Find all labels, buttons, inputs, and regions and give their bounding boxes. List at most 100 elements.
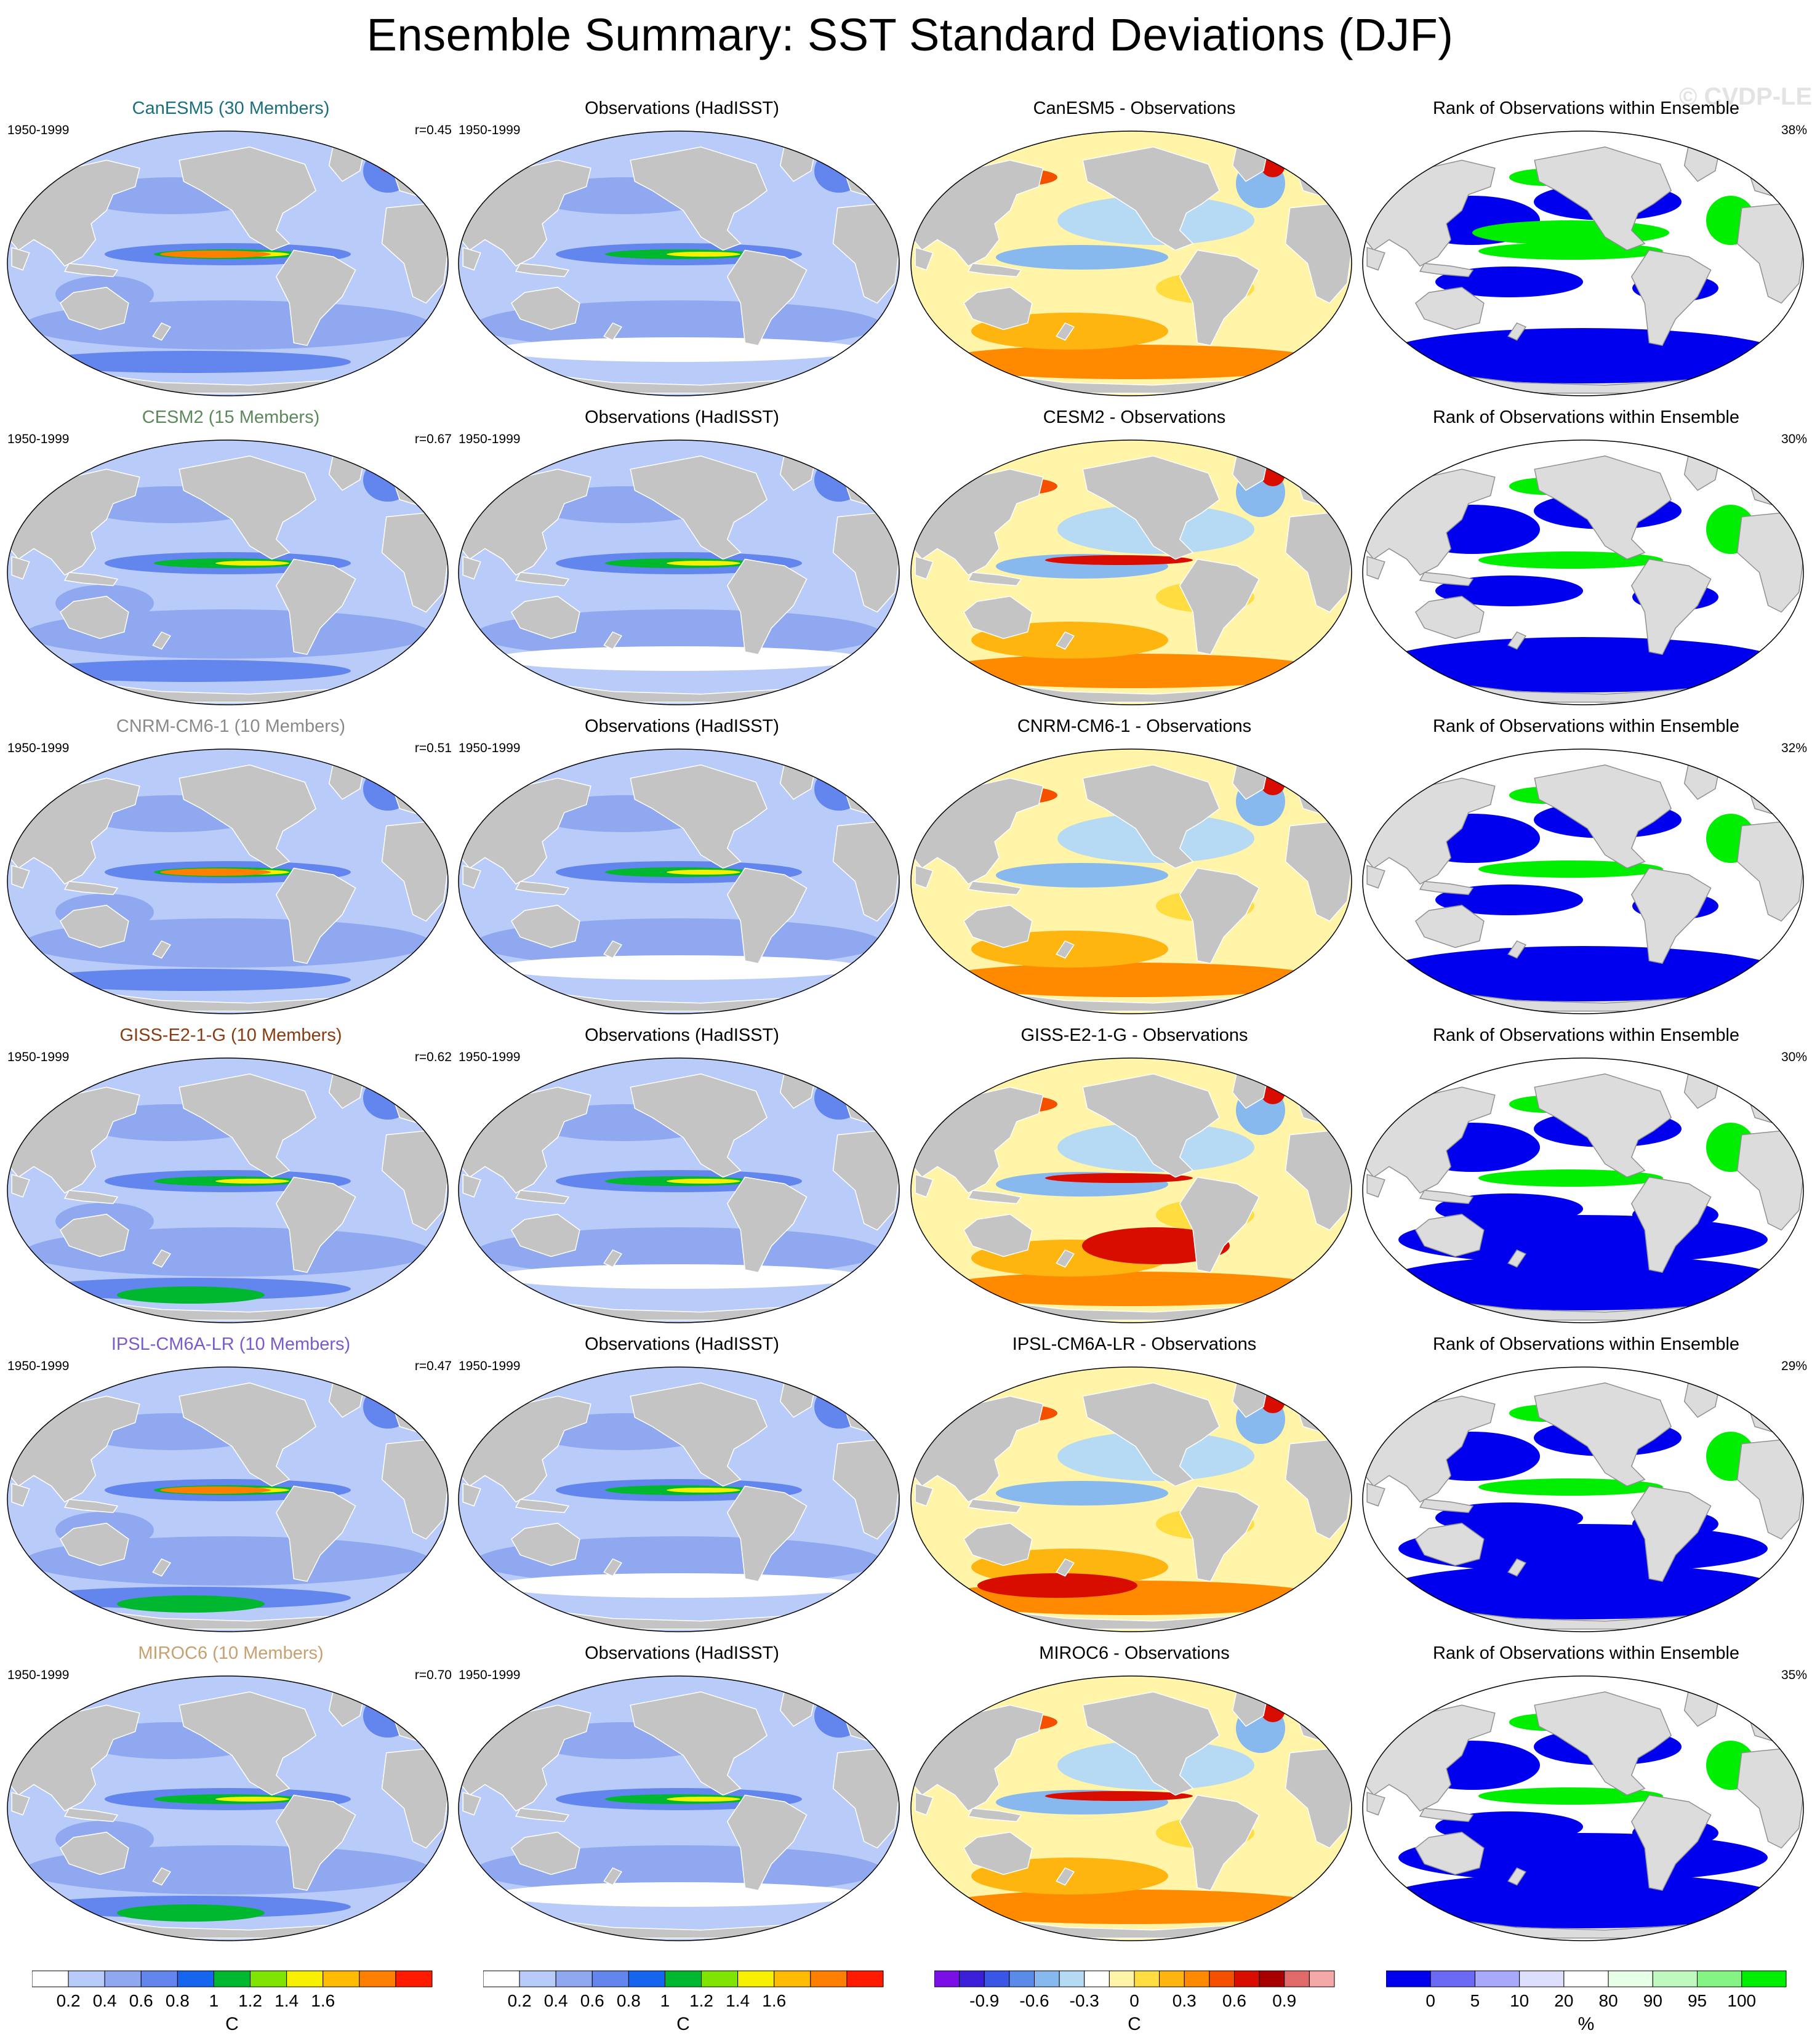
land-india [462,865,481,889]
land-india [11,865,30,889]
land-australia [510,595,580,640]
land-australia [510,1522,580,1566]
land-newzealand [1056,940,1075,959]
colorbar-swatch [359,1970,396,1987]
land-newzealand [1056,1558,1075,1577]
land-samerica [726,1794,808,1891]
model-panel: CanESM5 (30 Members) 1950-1999 r=0.45 [6,98,455,406]
land-australia [510,1213,580,1257]
land-maritime [1419,1190,1474,1205]
land-india [915,556,934,580]
land-india [462,1792,481,1816]
land-namerica [1534,764,1672,869]
colorbar-tick-label: 0 [1425,1991,1435,2010]
land-samerica [275,867,356,964]
std-map [7,439,449,705]
land-newzealand [152,1558,172,1577]
period-label: 1950-1999 [459,432,521,446]
panel-title: CESM2 (15 Members) [142,407,320,427]
land-india [1366,865,1385,889]
period-label: 1950-1999 [7,1050,70,1064]
std-map [458,439,900,705]
land-australia [59,286,129,331]
panel-title: Observations (HadISST) [585,407,779,427]
land-newzealand [603,1867,623,1886]
colorbar-tick-label: 0 [1129,1991,1139,2010]
colorbar-swatch [664,1970,702,1987]
land-maritime [63,263,119,278]
land-australia [59,1831,129,1875]
diff-map [910,439,1352,705]
period-label: 1950-1999 [459,123,521,137]
rank-percent-label: 32% [1781,741,1807,755]
land-newzealand [1056,1249,1075,1268]
colorbar-swatch [177,1970,214,1987]
land-maritime [1419,572,1474,587]
land-india [462,1174,481,1198]
colorbar-swatch [286,1970,324,1987]
diff-map [910,1675,1352,1941]
colorbar-unit-label: C [676,2014,690,2034]
colorbar-swatch [846,1970,884,1987]
land-maritime [1419,263,1474,278]
land-namerica [178,146,317,251]
std-map [458,130,900,396]
land-india [1366,1792,1385,1816]
colorbar-swatch [1009,1970,1035,1987]
panel-title: CanESM5 (30 Members) [132,98,330,118]
std-map [7,1675,449,1941]
colorbar-swatch [984,1970,1010,1987]
land-samerica [1630,867,1712,964]
land-australia [59,595,129,640]
colorbar-tick-label: 0.6 [1222,1991,1246,2010]
panel-title: Rank of Observations within Ensemble [1432,1643,1740,1663]
colorbar-swatch [737,1970,775,1987]
colorbar-swatch [1084,1970,1110,1987]
land-india [11,1483,30,1507]
land-namerica [178,455,317,560]
colorbar-swatch [1284,1970,1310,1987]
land-australia [59,1522,129,1566]
land-india [462,247,481,271]
map-border [458,1675,900,1941]
land-maritime [967,572,1022,587]
std-map [7,1366,449,1632]
land-maritime [1419,1499,1474,1514]
page-title: Ensemble Summary: SST Standard Deviation… [366,9,1454,60]
map-border [7,1057,449,1323]
correlation-label: r=0.47 [414,1359,452,1373]
colorbar: -0.9 -0.6 -0.3 0 0.3 0.6 0.9 C [934,1970,1341,2037]
panel-title: Rank of Observations within Ensemble [1432,1025,1740,1045]
period-label: 1950-1999 [459,741,521,755]
land-namerica [1082,1073,1221,1178]
land-namerica [630,1691,768,1796]
land-india [1366,556,1385,580]
map-border [7,1675,449,1941]
land-newzealand [152,322,172,341]
rank-map [1362,130,1804,396]
rank-map [1362,1675,1804,1941]
colorbar-unit-label: C [1128,2014,1141,2034]
land-newzealand [1507,940,1527,959]
colorbar-swatch [213,1970,251,1987]
land-australia [510,904,580,948]
land-india [915,1174,934,1198]
land-india [915,1483,934,1507]
land-australia [1414,1522,1485,1566]
obs-panel: Observations (HadISST) 1950-1999 [457,1334,907,1642]
land-india [1366,247,1385,271]
period-label: 1950-1999 [459,1050,521,1064]
rank-panel: Rank of Observations within Ensemble 38% [1361,98,1811,406]
colorbar-tick-label: -0.6 [1019,1991,1049,2010]
map-border [910,439,1352,705]
colorbar-swatch [32,1970,69,1987]
model-panel: CNRM-CM6-1 (10 Members) 1950-1999 r=0.51 [6,716,455,1024]
watermark: © CVDP-LE [1679,83,1813,110]
colorbar-swatch [701,1970,739,1987]
panel-title: CNRM-CM6-1 - Observations [1017,716,1252,736]
colorbar-tick-label: 1.4 [275,1991,299,2010]
colorbar-swatch [1159,1970,1185,1987]
land-australia [963,1522,1033,1566]
colorbar-swatch [1430,1970,1475,1987]
diff-map [910,748,1352,1014]
